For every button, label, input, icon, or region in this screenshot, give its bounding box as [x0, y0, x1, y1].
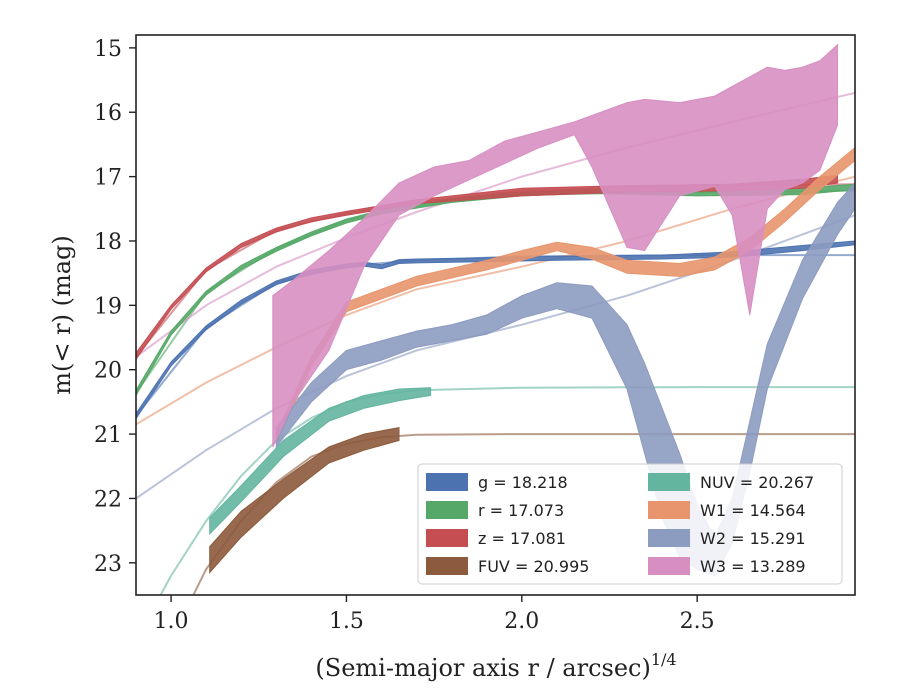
band-w1: [275, 146, 855, 444]
data-bands: [136, 43, 855, 577]
y-tick-label: 20: [94, 359, 122, 384]
y-tick-label: 16: [94, 101, 122, 126]
legend-label-w3: W3 = 13.289: [700, 557, 806, 576]
legend-swatch-z: [426, 529, 468, 547]
legend-label-z: z = 17.081: [478, 529, 566, 548]
legend-swatch-r: [426, 501, 468, 519]
band-w2: [275, 182, 855, 577]
y-axis-label: m(< r) (mag): [48, 235, 76, 394]
legend-label-w1: W1 = 14.564: [700, 501, 806, 520]
y-tick-label: 15: [94, 37, 122, 62]
plot-frame: [135, 34, 856, 596]
band-w3: [272, 43, 838, 448]
legend-label-r: r = 17.073: [478, 501, 564, 520]
y-tick-label: 17: [94, 166, 122, 191]
y-tick-label: 19: [94, 294, 122, 319]
band-fuv: [209, 426, 400, 574]
x-tick-label: 2.0: [504, 609, 539, 634]
legend-label-fuv: FUV = 20.995: [478, 557, 589, 576]
y-axis-ticks: 15 16 17 18 19 20 21 22 23: [94, 37, 136, 577]
legend-swatch-nuv: [648, 473, 690, 491]
legend-label-nuv: NUV = 20.267: [700, 473, 814, 492]
x-tick-label: 1.0: [154, 609, 189, 634]
legend-swatch-g: [426, 473, 468, 491]
legend: g = 18.218 r = 17.073 z = 17.081 FUV = 20.9…: [417, 463, 843, 585]
x-tick-label: 2.5: [680, 609, 715, 634]
y-tick-label: 18: [94, 230, 122, 255]
model-curve-w1: [136, 175, 855, 426]
y-tick-label: 22: [94, 487, 122, 512]
legend-swatch-w1: [648, 501, 690, 519]
legend-label-w2: W2 = 15.291: [700, 529, 806, 548]
x-tick-label: 1.5: [329, 609, 364, 634]
x-axis-label: (Semi-major axis r / arcsec)1/4: [315, 650, 676, 682]
y-tick-label: 23: [94, 552, 122, 577]
band-r: [136, 183, 855, 397]
band-nuv: [209, 387, 432, 536]
legend-box: [417, 463, 843, 585]
legend-swatch-fuv: [426, 557, 468, 575]
legend-swatch-w2: [648, 529, 690, 547]
x-axis-ticks: 1.0 1.5 2.0 2.5: [154, 595, 715, 634]
y-tick-label: 21: [94, 423, 122, 448]
x-axis-label-exponent: 1/4: [651, 650, 677, 669]
legend-label-g: g = 18.218: [478, 473, 568, 492]
legend-swatch-w3: [648, 557, 690, 575]
